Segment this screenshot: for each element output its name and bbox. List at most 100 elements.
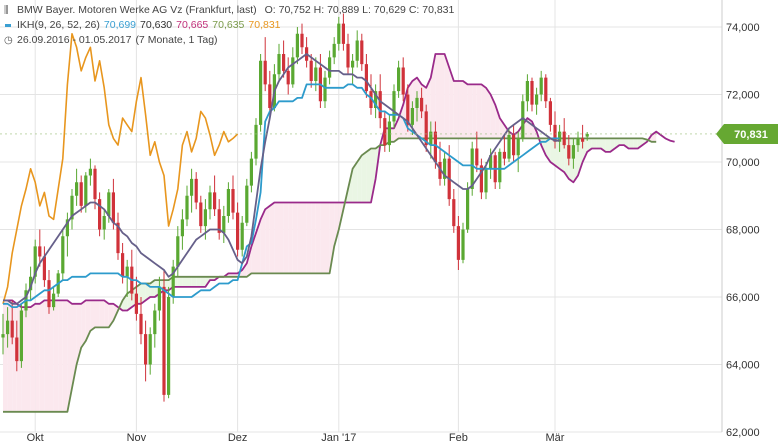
legend-title-row: ⫼ BMW Bayer. Motoren Werke AG Vz (Frankf… <box>4 3 454 18</box>
candle-body <box>567 145 571 159</box>
candle-body <box>171 266 175 297</box>
ichimoku-cloud-segment <box>334 202 339 247</box>
candle-body <box>558 131 562 142</box>
ichimoku-cloud-segment <box>3 300 8 412</box>
candle-body <box>300 33 304 48</box>
candle-body <box>341 23 345 44</box>
ichimoku-cloud-segment <box>495 104 500 139</box>
candle-body <box>116 222 120 254</box>
candle-body <box>19 310 23 362</box>
ichimoku-cloud-segment <box>256 219 261 274</box>
candle-body <box>190 178 194 196</box>
candle-body <box>217 209 221 233</box>
ichimoku-cloud-segment <box>633 138 638 149</box>
ichimoku-cloud-segment <box>435 54 440 139</box>
ichimoku-cloud-segment <box>99 300 105 328</box>
candle-body <box>291 57 295 85</box>
ichimoku-cloud-segment <box>320 202 325 274</box>
candle-body <box>585 133 589 137</box>
ichimoku-cloud-segment <box>476 84 482 139</box>
ichimoku-cloud-segment <box>463 81 468 139</box>
candle-body <box>176 236 180 267</box>
candle-body <box>433 131 437 162</box>
candle-body <box>121 253 125 277</box>
ikh-value-kijun: 70,630 <box>140 19 173 31</box>
candle-body <box>52 293 56 308</box>
candle-body <box>539 77 543 95</box>
ichimoku-cloud-segment <box>58 300 63 412</box>
candle-body <box>378 91 382 119</box>
last-price-badge <box>716 123 778 144</box>
chikou-span-line <box>2 32 239 305</box>
candle-body <box>571 145 575 159</box>
last-price-label: 70,831 <box>734 129 768 141</box>
ichimoku-cloud-segment <box>182 276 187 287</box>
candle-body <box>213 192 217 210</box>
legend-range-row: ◷ 26.09.2016 - 01.05.2017 (7 Monate, 1 T… <box>4 33 454 48</box>
ichimoku-cloud-segment <box>550 138 555 166</box>
candle-body <box>240 222 244 250</box>
ichimoku-cloud-segment <box>95 300 100 328</box>
candle-body <box>93 168 97 200</box>
x-tick-label: Okt <box>27 432 44 444</box>
ichimoku-cloud-segment <box>274 202 279 274</box>
ichimoku-cloud-segment <box>440 54 445 139</box>
candle-body <box>47 280 51 308</box>
candle-body <box>282 54 286 71</box>
candle-body <box>203 209 207 227</box>
clock-icon: ◷ <box>4 35 13 46</box>
candle-body <box>346 43 350 68</box>
candle-body <box>107 192 111 216</box>
candle-body <box>479 165 483 193</box>
candle-body <box>456 226 460 260</box>
candle-body <box>475 148 479 166</box>
ichimoku-cloud-segment <box>81 300 86 348</box>
ikh-value-span-a: 70,665 <box>176 19 209 31</box>
candle-body <box>231 189 235 213</box>
candle-body <box>70 195 74 220</box>
candle-body <box>397 67 401 92</box>
candle-body <box>199 202 203 227</box>
candle-body <box>360 40 364 65</box>
ikh-line-icon <box>5 24 11 27</box>
candle-body <box>208 192 212 210</box>
ichimoku-cloud-segment <box>329 202 335 274</box>
legend-range: 26.09.2016 - 01.05.2017 <box>17 34 132 46</box>
y-tick-label: 66,000 <box>726 292 760 304</box>
ichimoku-cloud-segment <box>499 118 505 139</box>
candle-body <box>535 94 539 105</box>
ichimoku-cloud-segment <box>104 300 109 328</box>
ichimoku-cloud-segment <box>311 202 316 274</box>
y-tick-label: 74,000 <box>726 22 760 34</box>
ichimoku-cloud-segment <box>260 209 266 274</box>
ichimoku-cloud-segment <box>472 84 477 139</box>
candle-body <box>337 23 341 44</box>
candle-body <box>438 162 442 179</box>
ichimoku-cloud-segment <box>187 276 192 287</box>
ichimoku-cloud-segment <box>39 300 45 412</box>
candle-body <box>387 121 391 146</box>
ichimoku-cloud-segment <box>605 138 611 152</box>
candle-body <box>144 334 148 365</box>
ichimoku-cloud-segment <box>619 138 624 146</box>
candlestick-icon: ⫼ <box>4 5 9 16</box>
candle-body <box>369 91 373 108</box>
ichimoku-cloud-segment <box>44 300 49 412</box>
y-tick-label: 62,000 <box>726 427 760 439</box>
candle-body <box>323 77 327 102</box>
candle-body <box>42 256 46 281</box>
candle-body <box>576 138 580 146</box>
ichimoku-cloud-segment <box>297 202 302 274</box>
y-tick-label: 64,000 <box>726 360 760 372</box>
candle-body <box>139 313 143 335</box>
candle-body <box>29 276 33 291</box>
ichimoku-cloud-segment <box>490 94 496 139</box>
candle-body <box>309 60 313 81</box>
candle-body <box>328 57 332 78</box>
ichimoku-cloud-segment <box>62 300 68 412</box>
legend-title: BMW Bayer. Motoren Werke AG Vz (Frankfur… <box>17 4 257 16</box>
candle-body <box>268 84 272 108</box>
candle-body <box>512 135 516 156</box>
candle-body <box>38 246 42 257</box>
